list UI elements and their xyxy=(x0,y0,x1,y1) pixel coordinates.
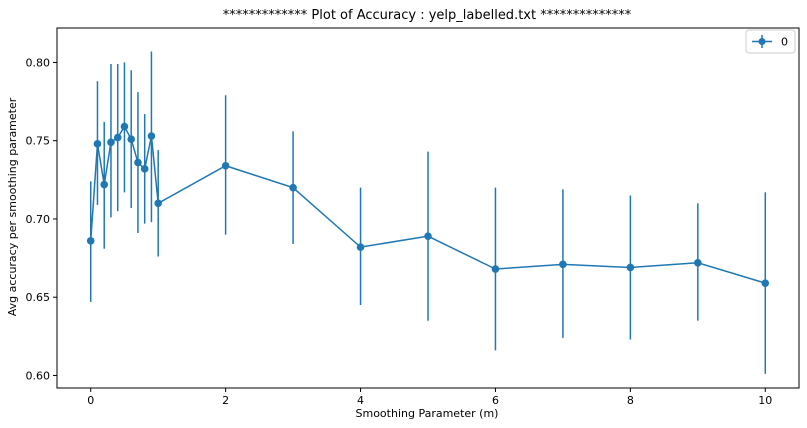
data-point xyxy=(424,232,432,240)
x-tick-label: 8 xyxy=(627,394,634,407)
x-tick-label: 0 xyxy=(87,394,94,407)
y-tick-label: 0.80 xyxy=(26,56,51,69)
data-point xyxy=(761,279,770,287)
data-point xyxy=(127,135,135,143)
legend-entry-label: 0 xyxy=(781,36,788,49)
data-point xyxy=(221,161,230,170)
data-point xyxy=(356,243,365,251)
data-point xyxy=(147,132,156,140)
data-point xyxy=(86,237,95,245)
x-tick-label: 6 xyxy=(492,394,499,407)
y-tick-label: 0.65 xyxy=(26,291,51,304)
data-point xyxy=(694,258,702,267)
y-tick-label: 0.60 xyxy=(26,369,51,382)
y-axis: 0.60 0.65 0.70 0.75 0.80 xyxy=(26,56,57,382)
axes-frame xyxy=(56,27,800,389)
y-tick-label: 0.75 xyxy=(26,135,51,148)
y-tick-label: 0.70 xyxy=(26,213,51,226)
data-point xyxy=(120,122,129,131)
x-tick-label: 10 xyxy=(758,394,772,407)
data-point xyxy=(140,165,149,173)
x-tick-label: 2 xyxy=(222,394,229,407)
legend: 0 xyxy=(745,29,796,54)
data-point xyxy=(113,133,122,142)
data-point xyxy=(93,140,102,148)
legend-marker xyxy=(758,38,766,45)
x-tick-label: 4 xyxy=(357,394,364,407)
data-point xyxy=(289,183,297,192)
data-point xyxy=(100,180,109,189)
data-point xyxy=(559,260,567,269)
chart-title: ************* Plot of Accuracy : yelp_la… xyxy=(223,8,632,23)
data-point xyxy=(134,158,142,167)
x-axis: 0 2 4 6 8 10 xyxy=(87,388,772,407)
data-point xyxy=(491,265,500,273)
plot-area xyxy=(86,51,770,374)
y-axis-label: Avg accuracy per smoothing parameter xyxy=(6,97,19,316)
data-point xyxy=(626,263,635,272)
x-axis-label: Smoothing Parameter (m) xyxy=(356,407,499,420)
data-point xyxy=(154,199,162,208)
data-point xyxy=(107,138,115,147)
